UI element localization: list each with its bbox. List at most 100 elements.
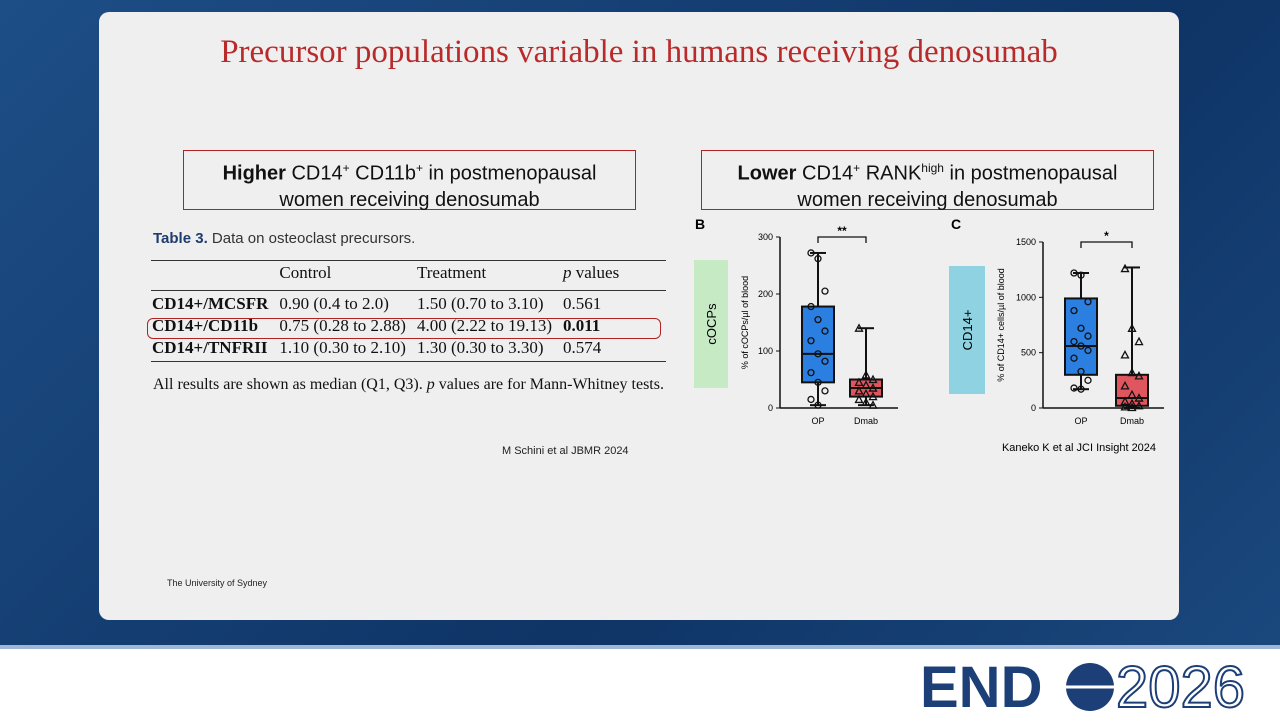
table-caption-text: Data on osteoclast precursors. bbox=[211, 230, 416, 247]
data-point bbox=[821, 357, 829, 365]
slide: Precursor populations variable in humans… bbox=[99, 12, 1179, 620]
y-tick-label: 100 bbox=[758, 346, 773, 356]
data-point bbox=[814, 255, 822, 263]
data-point bbox=[814, 378, 822, 387]
side-label-box bbox=[949, 266, 985, 394]
data-point bbox=[1084, 298, 1092, 306]
logo-right: 2026 bbox=[1116, 655, 1245, 720]
side-label: CD14+ bbox=[960, 310, 975, 351]
org: The University of Sydney bbox=[167, 578, 268, 588]
callout: Higher CD14+ CD11b+ in postmenopausal wom… bbox=[183, 150, 636, 211]
table-cell: 1.10 (0.30 to 2.10) bbox=[279, 338, 406, 357]
side-label-box bbox=[694, 260, 728, 388]
callout-text: CD14 bbox=[285, 162, 343, 185]
data-point bbox=[1070, 384, 1078, 392]
callout-text: women receiving denosumab bbox=[797, 188, 1058, 211]
data-point bbox=[868, 383, 878, 392]
data-point bbox=[1120, 380, 1130, 390]
callout: Lower CD14+ RANKhigh in postmenopausal wo… bbox=[701, 150, 1154, 211]
callout-strong: Higher bbox=[222, 162, 286, 185]
table-cell: 0.561 bbox=[563, 294, 602, 313]
callout-text: women receiving denosumab bbox=[279, 188, 540, 211]
y-tick-label: 0 bbox=[1031, 403, 1036, 413]
significance: ** bbox=[837, 224, 847, 238]
significance-bracket bbox=[817, 236, 867, 243]
data-point bbox=[821, 327, 829, 335]
header-row: Control Treatment p values bbox=[151, 262, 629, 293]
data-point bbox=[1127, 398, 1137, 408]
table-cell: 0.90 (0.4 to 2.0) bbox=[279, 294, 389, 313]
data-point bbox=[1120, 402, 1130, 411]
table-caption: Table 3. Data on osteoclast precursors. bbox=[153, 230, 415, 247]
logo-left: END bbox=[920, 655, 1042, 720]
header-cell: Treatment bbox=[416, 263, 487, 282]
box bbox=[801, 305, 835, 384]
header-italic: p bbox=[563, 263, 572, 282]
box bbox=[1064, 297, 1098, 376]
data-point bbox=[868, 374, 878, 384]
data-point bbox=[1134, 371, 1144, 380]
data-point bbox=[1084, 376, 1092, 384]
row-highlight bbox=[147, 318, 661, 339]
x-tick-label: Dmab bbox=[854, 416, 878, 426]
data-point bbox=[854, 394, 864, 404]
y-tick-label: 1000 bbox=[1016, 292, 1036, 302]
table-row: CD14+/MCSFR 0.90 (0.4 to 2.0) 1.50 (0.70 t… bbox=[151, 293, 629, 315]
callout-strong: Lower bbox=[737, 162, 797, 185]
data-point bbox=[861, 370, 871, 379]
data-point bbox=[807, 337, 815, 345]
x-tick-label: OP bbox=[1074, 416, 1087, 426]
data-point bbox=[868, 400, 878, 409]
side-label: cOCPs bbox=[704, 303, 719, 345]
y-tick-label: 300 bbox=[758, 232, 773, 242]
data-point bbox=[1077, 385, 1085, 393]
table: Control Treatment p values CD14+/MCSFR 0.90 … bbox=[151, 262, 629, 359]
data-point bbox=[1077, 342, 1085, 350]
y-tick-label: 500 bbox=[1021, 348, 1036, 358]
table-row: CD14+/CD11b 0.75 (0.28 to 2.88) 4.00 (2.22… bbox=[151, 315, 629, 337]
y-tick-label: 0 bbox=[768, 403, 773, 413]
data-point bbox=[1127, 389, 1137, 399]
data-point bbox=[1070, 354, 1078, 362]
citation: Kaneko K et al JCI Insight 2024 bbox=[1002, 442, 1156, 454]
rule bbox=[151, 290, 666, 291]
data-point bbox=[854, 323, 864, 332]
y-tick-label: 1500 bbox=[1016, 237, 1036, 247]
table-cell: 1.50 (0.70 to 3.10) bbox=[416, 294, 544, 313]
header-text: values bbox=[571, 263, 620, 282]
data-point bbox=[861, 388, 871, 398]
data-point bbox=[861, 380, 871, 389]
data-point bbox=[1077, 324, 1085, 332]
slide-title: Precursor populations variable in humans… bbox=[220, 34, 1058, 70]
header-cell: Control bbox=[279, 263, 332, 282]
rule bbox=[151, 361, 666, 362]
x-tick-label: OP bbox=[811, 416, 824, 426]
table-cell: 0.011 bbox=[563, 316, 601, 335]
table-cell: CD14+/TNFRII bbox=[152, 338, 268, 357]
callout-text: in postmenopausal bbox=[422, 162, 597, 185]
citation: M Schini et al JBMR 2024 bbox=[502, 445, 629, 457]
data-point bbox=[868, 391, 878, 401]
data-point bbox=[814, 315, 822, 324]
callout-sup: + bbox=[415, 161, 423, 175]
data-point bbox=[807, 249, 815, 257]
data-point bbox=[1077, 367, 1085, 376]
data-point bbox=[1127, 367, 1137, 377]
rule bbox=[151, 260, 666, 261]
callout-sup: high bbox=[921, 161, 944, 175]
data-point bbox=[821, 387, 829, 395]
callout-text: CD11b bbox=[349, 162, 416, 185]
data-point bbox=[1070, 269, 1078, 277]
footnote-text: values are for Mann-Whitney tests. bbox=[434, 376, 664, 393]
data-point bbox=[861, 397, 871, 406]
table-cell: 0.75 (0.28 to 2.88) bbox=[279, 316, 406, 335]
significance-bracket bbox=[1080, 241, 1133, 248]
panel-label: C bbox=[951, 216, 961, 232]
data-point bbox=[1070, 337, 1078, 346]
callout-sup: + bbox=[853, 161, 861, 175]
y-axis-label: % of CD14+ cells/µl of blood bbox=[996, 268, 1006, 382]
callout-text: CD14 bbox=[796, 162, 854, 185]
table-cell: 1.30 (0.30 to 3.30) bbox=[416, 338, 544, 357]
